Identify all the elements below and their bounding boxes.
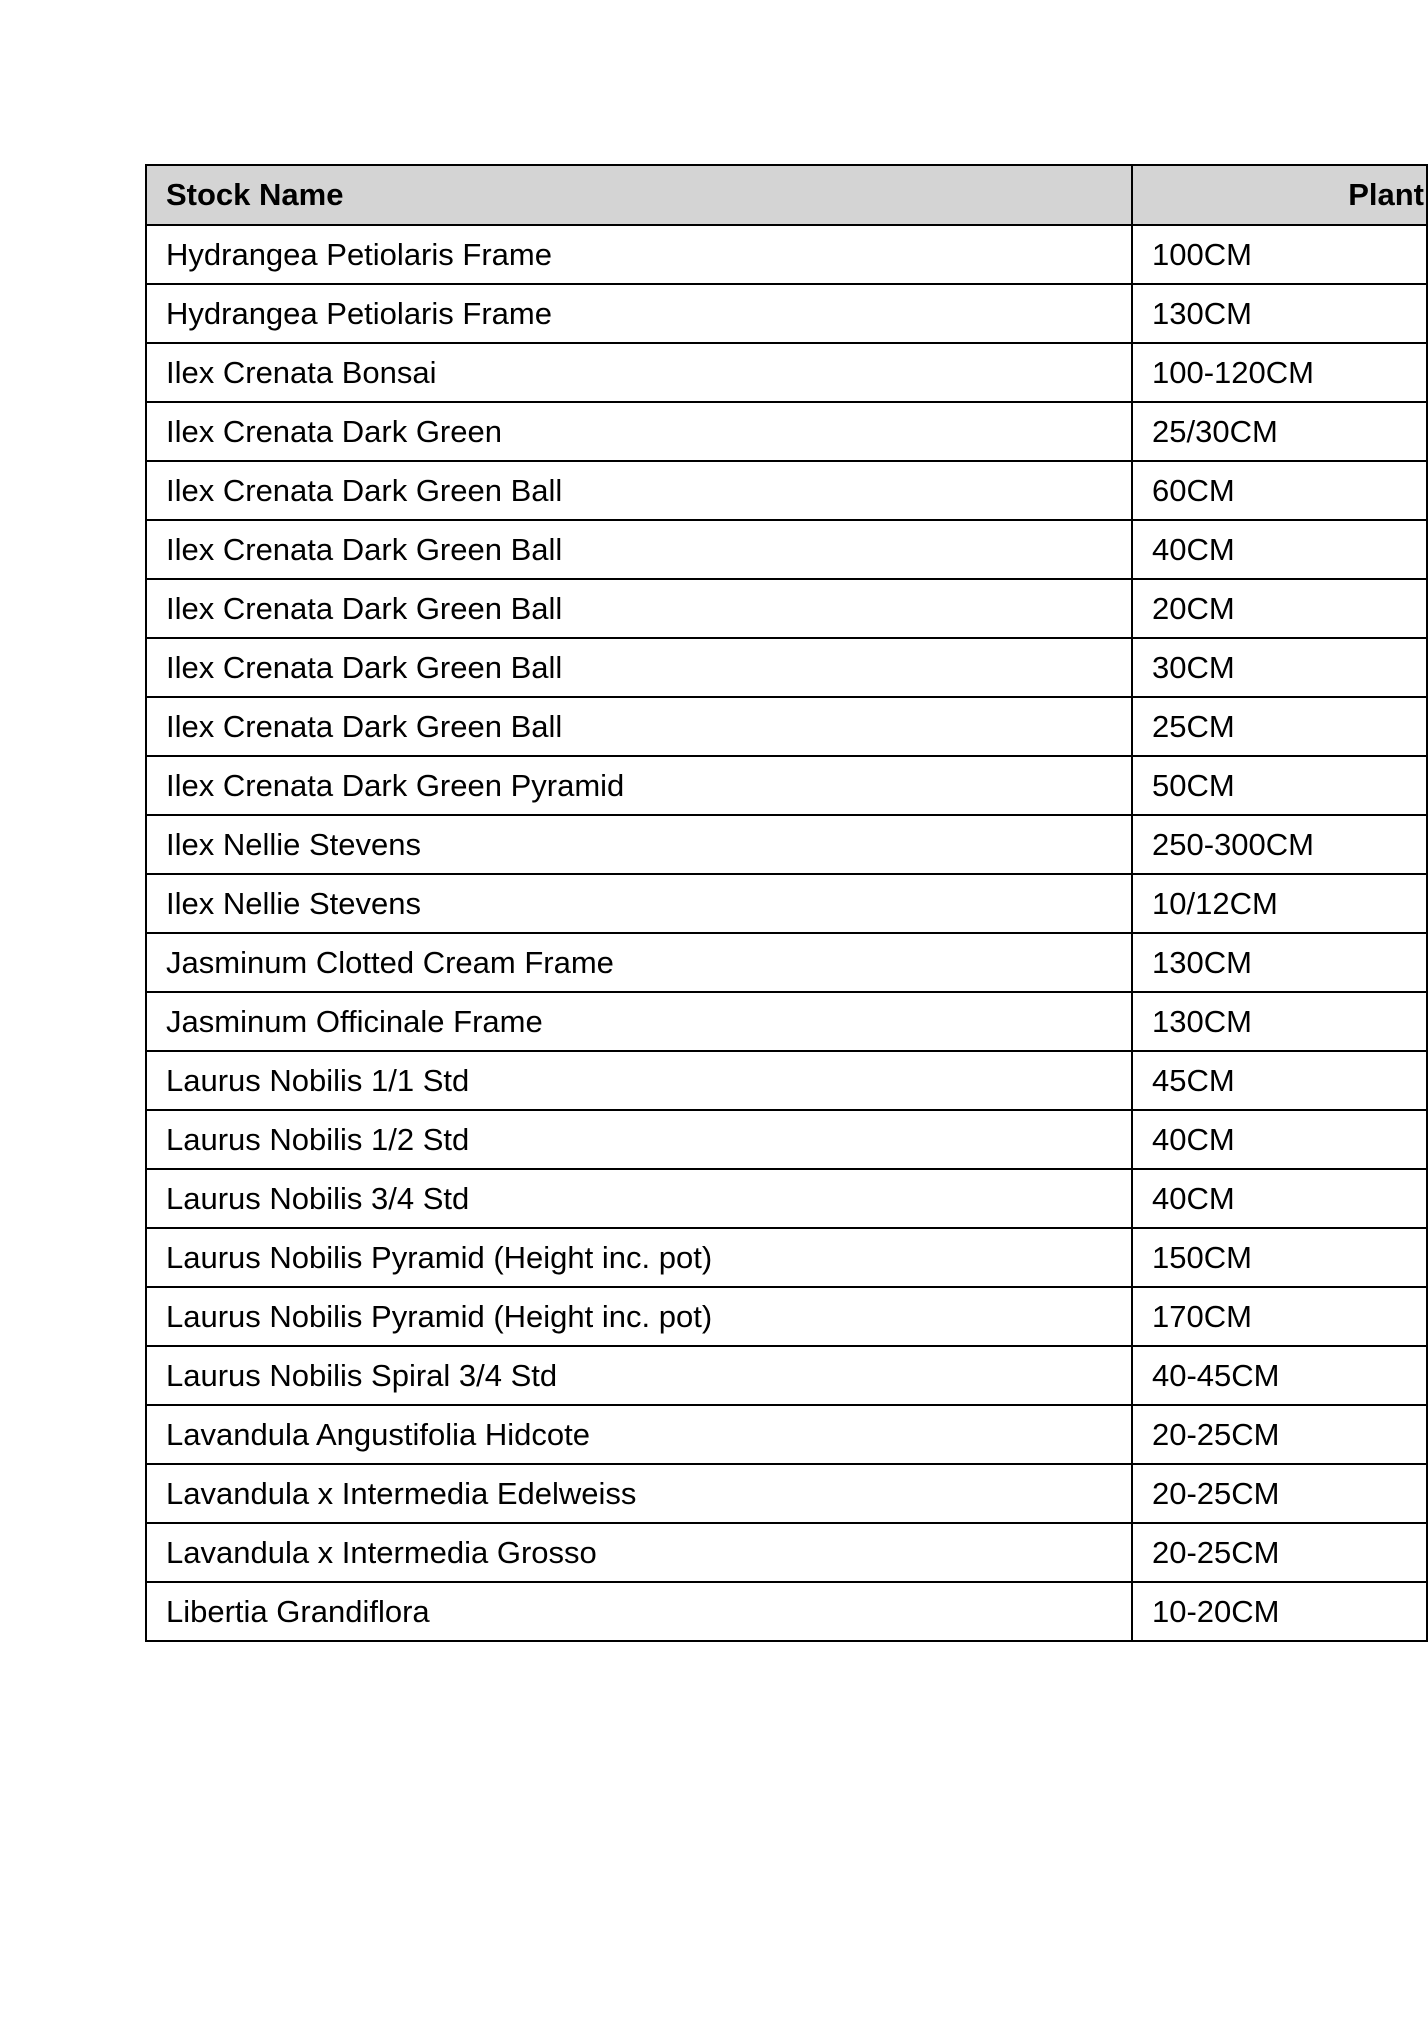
table-row: Libertia Grandiflora 10-20CM bbox=[145, 1581, 1428, 1642]
plant-size-cell: 40CM bbox=[1131, 519, 1428, 580]
stock-name-cell: Laurus Nobilis Pyramid (Height inc. pot) bbox=[145, 1227, 1133, 1288]
table-row: Ilex Crenata Bonsai 100-120CM bbox=[145, 342, 1428, 403]
stock-name-cell: Ilex Crenata Dark Green Ball bbox=[145, 519, 1133, 580]
stock-name-cell: Ilex Crenata Dark Green Ball bbox=[145, 460, 1133, 521]
header-stock-name: Stock Name bbox=[145, 164, 1133, 226]
stock-name-cell: Lavandula x Intermedia Grosso bbox=[145, 1522, 1133, 1583]
stock-name-cell: Laurus Nobilis 1/2 Std bbox=[145, 1109, 1133, 1170]
stock-name-cell: Hydrangea Petiolaris Frame bbox=[145, 224, 1133, 285]
table-row: Laurus Nobilis 3/4 Std 40CM bbox=[145, 1168, 1428, 1229]
plant-size-cell: 100CM bbox=[1131, 224, 1428, 285]
plant-size-cell: 60CM bbox=[1131, 460, 1428, 521]
plant-size-cell: 170CM bbox=[1131, 1286, 1428, 1347]
plant-size-cell: 130CM bbox=[1131, 932, 1428, 993]
table-row: Jasminum Officinale Frame 130CM bbox=[145, 991, 1428, 1052]
table-row: Lavandula x Intermedia Edelweiss 20-25CM bbox=[145, 1463, 1428, 1524]
stock-table: Stock Name Plant Hydrangea Petiolaris Fr… bbox=[145, 164, 1428, 1642]
table-row: Laurus Nobilis Spiral 3/4 Std 40-45CM bbox=[145, 1345, 1428, 1406]
stock-name-cell: Ilex Crenata Bonsai bbox=[145, 342, 1133, 403]
table-row: Ilex Nellie Stevens 10/12CM bbox=[145, 873, 1428, 934]
stock-name-cell: Ilex Crenata Dark Green Pyramid bbox=[145, 755, 1133, 816]
table-row: Ilex Crenata Dark Green Ball 60CM bbox=[145, 460, 1428, 521]
stock-name-cell: Ilex Crenata Dark Green Ball bbox=[145, 578, 1133, 639]
table-row: Ilex Crenata Dark Green Pyramid 50CM bbox=[145, 755, 1428, 816]
plant-size-cell: 20-25CM bbox=[1131, 1522, 1428, 1583]
stock-name-cell: Ilex Crenata Dark Green Ball bbox=[145, 637, 1133, 698]
stock-name-cell: Hydrangea Petiolaris Frame bbox=[145, 283, 1133, 344]
table-row: Lavandula Angustifolia Hidcote 20-25CM bbox=[145, 1404, 1428, 1465]
plant-size-cell: 10/12CM bbox=[1131, 873, 1428, 934]
table-row: Hydrangea Petiolaris Frame 100CM bbox=[145, 224, 1428, 285]
plant-size-cell: 45CM bbox=[1131, 1050, 1428, 1111]
stock-name-cell: Ilex Crenata Dark Green Ball bbox=[145, 696, 1133, 757]
plant-size-cell: 100-120CM bbox=[1131, 342, 1428, 403]
stock-name-cell: Lavandula x Intermedia Edelweiss bbox=[145, 1463, 1133, 1524]
stock-name-cell: Ilex Nellie Stevens bbox=[145, 814, 1133, 875]
table-row: Ilex Nellie Stevens 250-300CM bbox=[145, 814, 1428, 875]
stock-name-cell: Jasminum Officinale Frame bbox=[145, 991, 1133, 1052]
stock-name-cell: Ilex Nellie Stevens bbox=[145, 873, 1133, 934]
stock-name-cell: Ilex Crenata Dark Green bbox=[145, 401, 1133, 462]
table-row: Ilex Crenata Dark Green Ball 40CM bbox=[145, 519, 1428, 580]
table-row: Hydrangea Petiolaris Frame 130CM bbox=[145, 283, 1428, 344]
plant-size-cell: 10-20CM bbox=[1131, 1581, 1428, 1642]
plant-size-cell: 130CM bbox=[1131, 991, 1428, 1052]
table-row: Ilex Crenata Dark Green Ball 25CM bbox=[145, 696, 1428, 757]
header-plant: Plant bbox=[1131, 164, 1428, 226]
plant-size-cell: 30CM bbox=[1131, 637, 1428, 698]
plant-size-cell: 40CM bbox=[1131, 1109, 1428, 1170]
table-row: Ilex Crenata Dark Green 25/30CM bbox=[145, 401, 1428, 462]
plant-size-cell: 20CM bbox=[1131, 578, 1428, 639]
table-row: Lavandula x Intermedia Grosso 20-25CM bbox=[145, 1522, 1428, 1583]
table-row: Laurus Nobilis Pyramid (Height inc. pot)… bbox=[145, 1286, 1428, 1347]
plant-size-cell: 50CM bbox=[1131, 755, 1428, 816]
plant-size-cell: 25/30CM bbox=[1131, 401, 1428, 462]
stock-name-cell: Laurus Nobilis Spiral 3/4 Std bbox=[145, 1345, 1133, 1406]
table-row: Laurus Nobilis 1/2 Std 40CM bbox=[145, 1109, 1428, 1170]
stock-name-cell: Laurus Nobilis 3/4 Std bbox=[145, 1168, 1133, 1229]
table-row: Jasminum Clotted Cream Frame 130CM bbox=[145, 932, 1428, 993]
plant-size-cell: 20-25CM bbox=[1131, 1404, 1428, 1465]
stock-name-cell: Laurus Nobilis 1/1 Std bbox=[145, 1050, 1133, 1111]
table-row: Ilex Crenata Dark Green Ball 30CM bbox=[145, 637, 1428, 698]
table-row: Laurus Nobilis Pyramid (Height inc. pot)… bbox=[145, 1227, 1428, 1288]
stock-name-cell: Laurus Nobilis Pyramid (Height inc. pot) bbox=[145, 1286, 1133, 1347]
plant-size-cell: 150CM bbox=[1131, 1227, 1428, 1288]
stock-name-cell: Jasminum Clotted Cream Frame bbox=[145, 932, 1133, 993]
plant-size-cell: 20-25CM bbox=[1131, 1463, 1428, 1524]
plant-size-cell: 250-300CM bbox=[1131, 814, 1428, 875]
table-row: Laurus Nobilis 1/1 Std 45CM bbox=[145, 1050, 1428, 1111]
header-row: Stock Name Plant bbox=[145, 164, 1428, 226]
plant-size-cell: 25CM bbox=[1131, 696, 1428, 757]
stock-name-cell: Libertia Grandiflora bbox=[145, 1581, 1133, 1642]
plant-size-cell: 40-45CM bbox=[1131, 1345, 1428, 1406]
table-row: Ilex Crenata Dark Green Ball 20CM bbox=[145, 578, 1428, 639]
plant-size-cell: 40CM bbox=[1131, 1168, 1428, 1229]
stock-name-cell: Lavandula Angustifolia Hidcote bbox=[145, 1404, 1133, 1465]
plant-size-cell: 130CM bbox=[1131, 283, 1428, 344]
